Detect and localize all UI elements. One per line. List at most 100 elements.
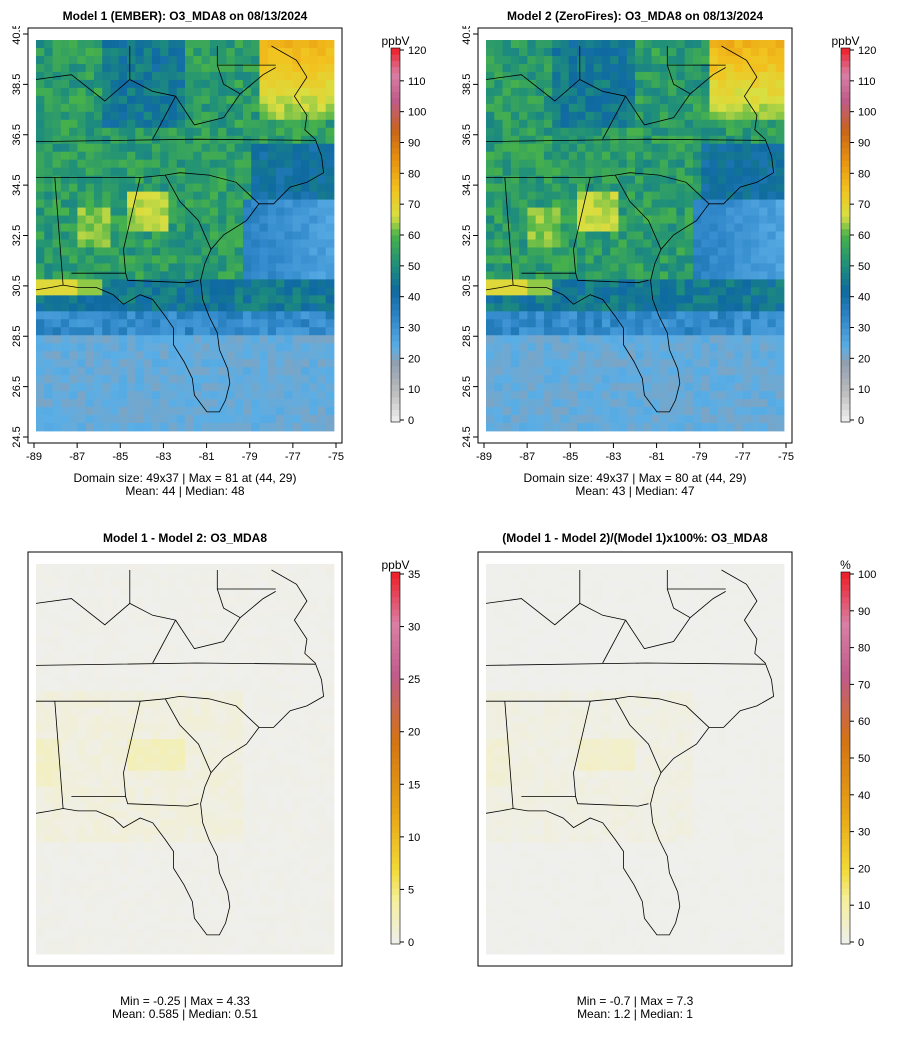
heatmap-cell — [767, 391, 777, 400]
heatmap-cell — [52, 587, 62, 597]
heatmap-cell — [60, 778, 70, 788]
heatmap-cell — [267, 159, 277, 169]
heatmap-cell — [127, 850, 136, 859]
heatmap-cell — [102, 906, 111, 915]
heatmap-cell — [185, 359, 194, 368]
heatmap-cell — [218, 858, 227, 867]
heatmap-cell — [185, 239, 194, 248]
heatmap-cell — [759, 335, 768, 344]
heatmap-cell — [527, 95, 537, 105]
heatmap-cell — [259, 119, 269, 129]
heatmap-cell — [317, 247, 327, 256]
heatmap-cell — [185, 595, 194, 605]
heatmap-cell — [102, 826, 111, 836]
heatmap-cell — [543, 271, 553, 280]
heatmap-cell — [742, 223, 752, 232]
heatmap-cell — [110, 579, 120, 589]
heatmap-cell — [93, 87, 103, 97]
heatmap-cell — [151, 311, 161, 320]
heatmap-cell — [185, 715, 194, 724]
heatmap-cell — [44, 423, 53, 432]
heatmap-cell — [717, 175, 727, 185]
heatmap-cell — [226, 215, 236, 224]
heatmap-cell — [750, 407, 760, 416]
heatmap-cell — [494, 351, 503, 360]
heatmap-cell — [585, 167, 595, 177]
heatmap-cell — [193, 874, 202, 883]
heatmap-cell — [494, 287, 503, 296]
heatmap-cell — [309, 95, 318, 105]
heatmap-cell — [168, 359, 178, 368]
heatmap-cell — [759, 55, 768, 65]
heatmap-cell — [726, 143, 735, 153]
heatmap-cell — [135, 914, 145, 923]
heatmap-cell — [151, 691, 161, 700]
heatmap-cell — [618, 55, 628, 65]
heatmap-cell — [543, 151, 553, 161]
heatmap-cell — [77, 842, 87, 851]
heatmap-cell — [267, 247, 277, 256]
heatmap-cell — [218, 151, 227, 161]
heatmap-cell — [519, 111, 528, 121]
heatmap-cell — [36, 63, 45, 73]
heatmap-cell — [218, 762, 227, 772]
heatmap-cell — [552, 191, 561, 200]
heatmap-cell — [717, 407, 727, 416]
colorbar-segment — [391, 222, 400, 230]
heatmap-cell — [77, 587, 87, 597]
heatmap-cell — [185, 319, 194, 328]
heatmap-cell — [643, 63, 652, 73]
heatmap-cell — [77, 303, 87, 312]
heatmap-cell — [218, 103, 227, 113]
heatmap-cell — [242, 207, 252, 216]
heatmap-cell — [193, 834, 202, 843]
heatmap-cell — [759, 127, 768, 137]
heatmap-cell — [77, 691, 87, 700]
heatmap-cell — [284, 287, 294, 296]
heatmap-cell — [568, 375, 578, 384]
heatmap-cell — [775, 327, 785, 336]
heatmap-cell — [502, 175, 512, 185]
heatmap-cell — [118, 71, 128, 81]
heatmap-cell — [775, 199, 785, 208]
heatmap-cell — [118, 239, 128, 248]
heatmap-cell — [193, 866, 202, 875]
heatmap-cell — [118, 866, 128, 875]
heatmap-cell — [218, 794, 227, 804]
heatmap-cell — [527, 135, 537, 145]
heatmap-cell — [110, 175, 120, 185]
heatmap-cell — [93, 79, 103, 89]
heatmap-cell — [552, 255, 561, 264]
heatmap-cell — [110, 263, 120, 272]
heatmap-cell — [151, 898, 161, 907]
heatmap-cell — [510, 335, 520, 344]
heatmap-cell — [292, 215, 302, 224]
heatmap-cell — [93, 778, 103, 788]
heatmap-cell — [176, 239, 186, 248]
heatmap-cell — [93, 938, 103, 947]
heatmap-cell — [726, 279, 735, 288]
heatmap-cell — [151, 263, 161, 272]
heatmap-cell — [151, 103, 161, 113]
heatmap-cell — [69, 175, 78, 185]
heatmap-cell — [201, 415, 211, 424]
heatmap-cell — [259, 71, 269, 81]
heatmap-cell — [668, 55, 677, 65]
heatmap-cell — [242, 295, 252, 304]
heatmap-cell — [143, 571, 153, 581]
heatmap-cell — [560, 399, 570, 408]
heatmap-cell — [325, 47, 335, 57]
heatmap-cell — [309, 327, 318, 336]
heatmap-cell — [300, 359, 310, 368]
heatmap-cell — [284, 71, 294, 81]
heatmap-cell — [775, 103, 785, 113]
heatmap-cell — [218, 295, 227, 304]
heatmap-cell — [610, 239, 619, 248]
heatmap-cell — [593, 143, 603, 153]
heatmap-cell — [201, 247, 211, 256]
heatmap-cell — [102, 55, 111, 65]
heatmap-cell — [193, 359, 202, 368]
heatmap-cell — [267, 40, 277, 49]
heatmap-cell — [127, 327, 136, 336]
heatmap-cell — [160, 207, 169, 216]
